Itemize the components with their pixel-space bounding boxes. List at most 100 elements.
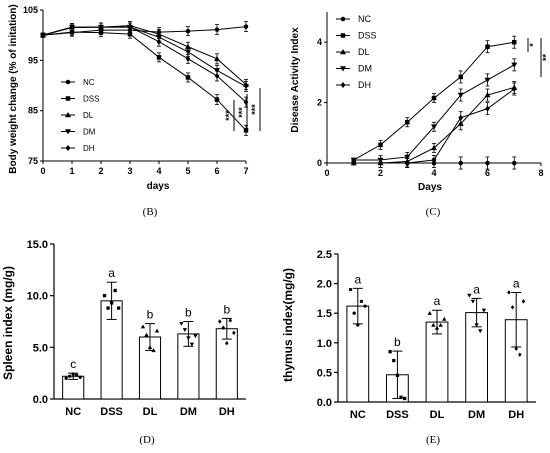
panel-b-significance-label: *** [224,110,234,121]
panel-e-data-point [438,322,443,327]
panel-e-data-point [510,305,515,310]
panel-d-data-point [75,373,79,377]
panel-c-legend-label-dh: DH [358,80,371,90]
panel-c-point-dss [431,95,437,101]
panel-d-data-point [109,301,114,305]
panel-d-x-tick-label: DM [180,406,197,418]
panel-e-data-point [427,311,432,315]
panel-e-y-tick-label: 0.0 [317,397,332,409]
panel-e-x-tick-label: NC [350,409,366,421]
panel-d-significance-letter: a [108,266,115,280]
panel-d-y-tick-label: 0.0 [33,394,48,406]
panel-d-data-point [78,375,82,379]
panel-b-point-dss [156,55,162,60]
panel-e-data-point [403,396,407,401]
panel-e-data-point [392,358,396,363]
panel-b-x-tick-label: 3 [127,166,132,176]
panel-e-data-point [470,299,476,304]
panel-e-data-point [395,373,400,378]
panel-b-series-line-dss [42,31,247,131]
panel-b-legend-marker-nc [65,79,71,85]
panel-c-point-dh [404,160,410,166]
panel-e-y-tick-label: 2.5 [317,249,332,261]
panel-d-significance-letter: b [223,302,230,316]
panel-c-point-dh [431,156,437,163]
panel-b-point-dh [127,24,133,31]
panel-b-point-nc [185,28,191,34]
panel-c-x-tick-label: 0 [324,168,329,178]
panel-d-data-point [140,324,146,329]
panel-b-point-dss [185,75,191,80]
panel-b-x-tick-label: 2 [98,166,103,176]
panel-c-legend-label-dl: DL [358,47,370,57]
panel-b-point-dl [214,55,220,62]
panel-e-significance-letter: a [434,294,441,308]
panel-b-legend-label-dh: DH [83,144,95,153]
panel-c-point-dl [431,144,437,151]
panel-d-data-point [221,325,226,330]
panel-e-data-point [388,350,392,354]
panel-d-x-tick-label: DH [219,406,235,418]
panel-b-point-dh [69,24,75,31]
panel-b-x-tick-label: 0 [40,166,45,176]
panel-c-point-dh [485,105,490,112]
panel-d-ylabel: Spleen index (mg/g) [1,266,15,380]
panel-c-dai-chart: Disease Activity Index Days (C) 0 2 4 6 8 0 2 4… [290,12,550,218]
panel-e-x-tick-label: DM [468,409,485,421]
panel-b-body-weight-chart: Body weight change (% of initation) days… [8,4,261,218]
panel-c-point-nc [485,160,490,166]
panel-c-legend-marker-dss [340,33,346,38]
panel-c-x-tick-label: 6 [485,168,490,178]
panel-b-point-dh [40,32,46,39]
panel-c-legend-label-dss: DSS [358,31,377,41]
panel-b-ylabel: Body weight change (% of initation) [8,4,19,173]
panel-d-data-point [71,372,75,376]
panel-b-x-tick-label: 4 [156,166,161,176]
panel-c-y-tick-label: 2 [317,98,322,108]
panel-c-point-dh [458,114,464,121]
panel-c-legend-label-nc: NC [358,14,371,24]
panel-b-significance-label: *** [250,104,260,115]
panel-e-label: (E) [426,434,440,446]
panel-d-x-tick-label: DSS [100,406,123,418]
panel-e-data-point [478,329,483,334]
panel-b-point-nc [214,27,220,32]
panel-d-data-point [68,374,72,378]
panel-b-y-tick-label: 75 [28,156,38,166]
panel-c-point-dss [458,74,463,80]
panel-e-data-point [467,293,472,298]
panel-e-ylabel: thymus index(mg/g) [281,268,295,382]
panel-c-point-nc [458,160,463,166]
panel-e-data-point [507,290,511,295]
panel-b-series-line-dh [42,26,247,103]
panel-e-data-point [434,325,440,330]
panel-e-data-point [359,299,364,304]
panel-d-data-point [179,321,184,326]
panel-b-point-dss [127,31,133,37]
panel-b-point-dh [214,72,220,79]
panel-d-x-tick-label: DL [143,406,158,418]
panel-e-data-point [518,352,522,357]
panel-d-data-point [64,376,68,380]
panel-c-xlabel: Days [418,182,442,193]
panel-c-label: (C) [426,206,441,218]
panel-c-legend-marker-nc [340,16,346,22]
panel-e-data-point [352,311,356,315]
panel-c-legend-marker-dm [340,66,346,72]
panel-b-legend-marker-dss [65,96,71,101]
panel-e-data-point [521,299,526,304]
panel-e-significance-letter: a [354,272,361,286]
panel-b-legend-marker-dm [65,129,71,135]
panel-b-significance-label: *** [237,107,247,118]
panel-b-y-tick-label: 105 [23,5,38,15]
panel-c-point-dm [404,154,411,160]
panel-d-significance-letter: c [70,357,76,371]
panel-b-legend-marker-dh [65,145,71,151]
panel-b-legend-marker-dl [65,112,71,118]
panel-d-y-tick-label: 15.0 [27,239,48,251]
panel-b-point-dm [243,84,249,90]
panel-e-data-point [481,308,487,313]
panel-b-point-dss [214,97,220,102]
panel-e-x-tick-label: DL [430,409,445,421]
panel-d-data-point [151,348,156,353]
